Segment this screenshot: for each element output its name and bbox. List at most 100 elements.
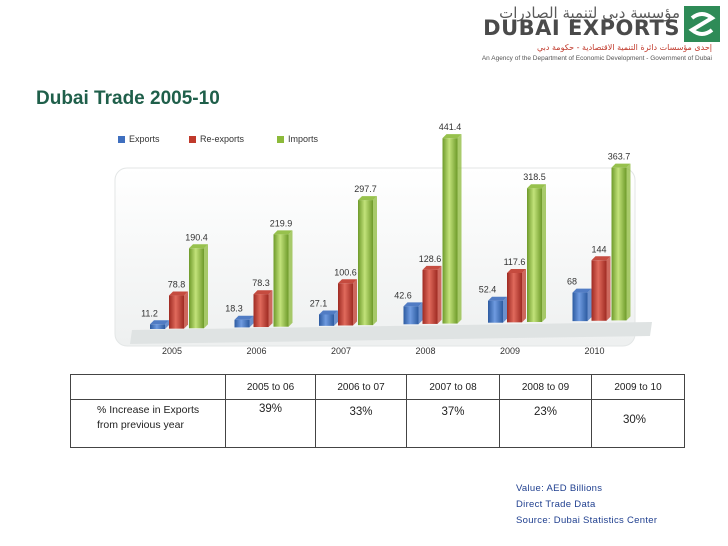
bar-re-exports-2010: [591, 260, 607, 321]
bar-top-exports-2007: [319, 310, 338, 315]
bar-imports-2010: [611, 167, 627, 321]
footer-source: Source: Dubai Statistics Center: [516, 515, 658, 526]
logo-arabic-subtitle: إحدى مؤسسات دائرة التنمية الاقتصادية - ح…: [537, 43, 712, 52]
legend-label-re-exports: Re-exports: [200, 134, 245, 144]
bar-imports-2005: [189, 248, 204, 329]
value-label-exports-2007: 27.1: [310, 298, 328, 308]
bar-top-exports-2009: [488, 296, 507, 301]
value-label-re-exports-2006: 78.3: [252, 278, 270, 288]
value-label-exports-2010: 68: [567, 277, 577, 287]
bar-top-imports-2009: [527, 184, 546, 189]
bar-exports-2010: [572, 292, 588, 322]
logo-arabic-name: مؤسسة دبي لتنمية الصادرات: [499, 4, 680, 22]
value-label-exports-2006: 18.3: [225, 304, 243, 314]
bar-imports-2008: [442, 138, 458, 324]
table-header-2008-09: 2008 to 09: [499, 374, 592, 400]
bar-top-re-exports-2006: [253, 290, 273, 295]
footer-data-type: Direct Trade Data: [516, 499, 596, 510]
page-title: Dubai Trade 2005-10: [36, 88, 220, 109]
dubai-exports-logo: مؤسسة دبي لتنمية الصادرات DUBAI EXPORTS …: [480, 4, 720, 66]
bar-exports-2007: [319, 314, 334, 326]
table-header-2006-07: 2006 to 07: [315, 374, 407, 400]
bar-imports-2007: [358, 200, 373, 326]
logo-english-subtitle: An Agency of the Department of Economic …: [481, 55, 712, 62]
bar-re-exports-2007: [338, 283, 353, 326]
value-label-exports-2008: 42.6: [394, 290, 412, 300]
bar-side-exports-2009: [503, 296, 507, 323]
bar-top-imports-2006: [273, 230, 293, 235]
value-label-re-exports-2008: 128.6: [419, 254, 442, 264]
trade-bar-chart: 11.2 78.8 190.4 18.3 78.3 219.9 27.1 100.6 297.7…: [114, 122, 652, 356]
bar-side-re-exports-2009: [522, 268, 526, 323]
chart-value-labels: 11.2 78.8 190.4 18.3 78.3 219.9 27.1 100.6 297.7…: [141, 122, 630, 318]
value-label-re-exports-2010: 144: [591, 244, 606, 254]
bar-top-re-exports-2007: [338, 279, 357, 284]
value-label-re-exports-2005: 78.8: [168, 280, 186, 290]
legend-swatch-imports: [277, 136, 284, 144]
bar-exports-2009: [488, 300, 503, 323]
x-tick-label-2010: 2010: [584, 346, 604, 356]
bar-top-re-exports-2005: [169, 291, 188, 296]
logo-english-name: DUBAI EXPORTS: [483, 16, 680, 40]
legend-label-imports: Imports: [288, 134, 319, 144]
bar-side-imports-2005: [204, 244, 208, 329]
table-header-row: 2005 to 06 2006 to 07 2007 to 08 2008 to…: [70, 374, 685, 400]
value-label-re-exports-2009: 117.6: [504, 257, 526, 267]
bar-exports-2008: [403, 306, 419, 325]
legend-item-re-exports: Re-exports: [189, 134, 244, 144]
bar-imports-2006: [273, 234, 289, 327]
bar-imports-2009: [527, 188, 542, 322]
bar-side-re-exports-2005: [184, 291, 188, 329]
table-row: % Increase in Exports from previous year…: [70, 399, 685, 448]
bar-side-exports-2008: [418, 302, 423, 325]
x-tick-label-2008: 2008: [415, 346, 435, 356]
table-header-2009-10: 2009 to 10: [591, 374, 685, 400]
chart-x-tick-labels: 2005 2006 2007 2008 2009 2010: [162, 346, 605, 356]
value-label-imports-2005: 190.4: [185, 232, 208, 242]
bar-top-imports-2010: [611, 163, 631, 168]
x-tick-label-2006: 2006: [246, 346, 266, 356]
bar-side-re-exports-2006: [268, 290, 273, 328]
legend-swatch-exports: [118, 136, 125, 144]
bar-side-exports-2010: [587, 288, 592, 322]
bar-exports-2006: [234, 319, 250, 328]
bar-re-exports-2006: [253, 294, 269, 328]
percent-increase-table: 2005 to 06 2006 to 07 2007 to 08 2008 to…: [70, 374, 685, 448]
value-label-imports-2008: 441.4: [439, 122, 462, 132]
value-label-imports-2009: 318.5: [523, 172, 546, 182]
bar-side-imports-2006: [288, 230, 293, 327]
bar-side-imports-2008: [457, 134, 462, 324]
value-label-re-exports-2007: 100.6: [334, 267, 357, 277]
chart-bars: [150, 134, 631, 329]
bar-side-re-exports-2008: [437, 265, 442, 324]
bar-re-exports-2005: [169, 295, 184, 329]
bar-top-exports-2005: [150, 320, 169, 325]
legend-swatch-re-exports: [189, 136, 196, 144]
table-header-2005-06: 2005 to 06: [225, 374, 316, 400]
table-cell-2008-09: 23%: [499, 399, 592, 448]
bar-side-re-exports-2010: [606, 256, 611, 321]
chart-floor: [130, 322, 652, 344]
bar-side-imports-2007: [373, 196, 377, 326]
x-tick-label-2007: 2007: [331, 346, 351, 356]
table-cell-2006-07: 33%: [315, 399, 407, 448]
value-label-imports-2010: 363.7: [608, 152, 631, 162]
bar-side-exports-2006: [249, 315, 254, 328]
bar-top-re-exports-2010: [591, 256, 611, 261]
table-cell-2009-10: 30%: [591, 399, 685, 448]
table-cell-2007-08: 37%: [406, 399, 500, 448]
bar-top-imports-2007: [358, 196, 377, 201]
bar-side-imports-2009: [542, 184, 546, 322]
footer-value-unit: Value: AED Billions: [516, 483, 603, 494]
bar-re-exports-2008: [422, 269, 438, 324]
bar-exports-2005: [150, 324, 165, 329]
chart-footer-notes: Value: AED Billions Direct Trade Data So…: [516, 481, 657, 529]
value-label-exports-2005: 11.2: [141, 308, 158, 318]
bar-top-exports-2006: [234, 315, 254, 320]
bar-top-exports-2010: [572, 288, 592, 293]
bar-side-exports-2005: [165, 320, 169, 329]
chart-legend: Exports Re-exports Imports: [0, 134, 728, 150]
value-label-imports-2006: 219.9: [270, 218, 293, 228]
bar-side-imports-2010: [626, 163, 631, 321]
legend-item-imports: Imports: [277, 134, 318, 144]
